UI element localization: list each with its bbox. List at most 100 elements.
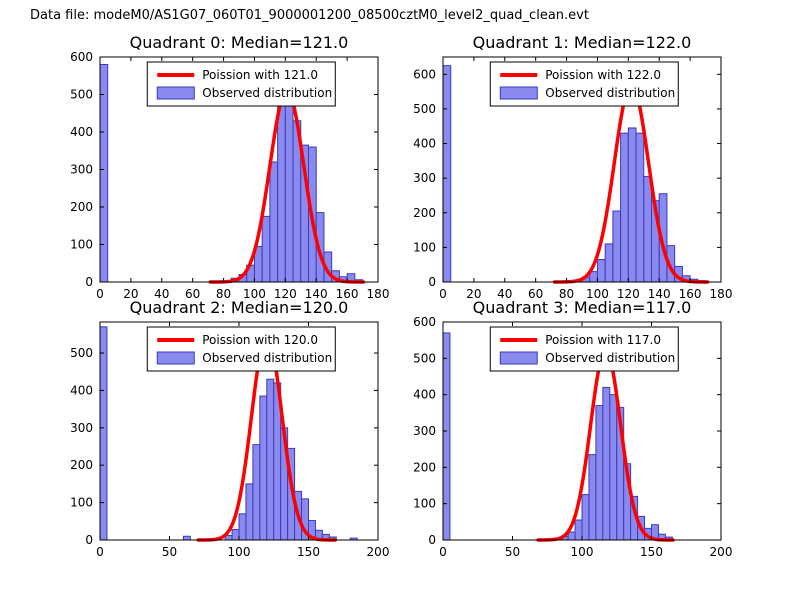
y-tick-label: 600 (413, 315, 436, 329)
subplot-title: Quadrant 3: Median=117.0 (473, 298, 692, 317)
x-tick-label: 160 (336, 287, 359, 301)
histogram-bar (261, 215, 271, 283)
y-tick-label: 0 (85, 275, 93, 289)
y-tick-label: 300 (413, 424, 436, 438)
x-tick-label: 100 (228, 545, 251, 559)
y-tick-label: 200 (413, 460, 436, 474)
y-tick-label: 100 (413, 497, 436, 511)
x-tick-label: 100 (571, 545, 594, 559)
legend-patch-handle (156, 86, 195, 100)
legend-label-curve: Poission with 120.0 (202, 333, 318, 347)
legend-label-curve: Poission with 117.0 (545, 333, 661, 347)
histogram-bar (266, 378, 275, 541)
quadrant-0-plot: 0 20 40 60 80 100 120 140 160 180 0 100 200 300 400 500… (70, 33, 389, 301)
histogram-bar (627, 127, 637, 283)
y-tick-label: 600 (70, 50, 93, 64)
histogram-bar (581, 494, 590, 541)
x-tick-label: 120 (617, 287, 640, 301)
legend-label-hist: Observed distribution (545, 86, 675, 100)
x-tick-label: 60 (528, 287, 543, 301)
x-tick-label: 80 (559, 287, 574, 301)
histogram-bar (442, 65, 452, 283)
histogram-bar (269, 161, 279, 283)
x-tick-label: 100 (243, 287, 266, 301)
y-tick-label: 500 (70, 346, 93, 360)
x-tick-label: 0 (439, 287, 447, 301)
histogram-bar (596, 259, 606, 283)
legend: Poission with 117.0 Observed distribution (489, 326, 679, 372)
legend-label-hist: Observed distribution (202, 86, 332, 100)
x-tick-label: 150 (640, 545, 663, 559)
quadrant-2-plot: 0 50 100 150 200 0 100 200 300 400 500 Quadrant 2: … (70, 298, 389, 559)
legend: Poission with 122.0 Observed distribution (489, 61, 679, 107)
x-tick-label: 0 (96, 545, 104, 559)
legend: Poission with 120.0 Observed distribution (146, 326, 336, 372)
histogram-bar (602, 386, 611, 541)
y-tick-label: 500 (413, 351, 436, 365)
histogram-bar (609, 394, 618, 541)
histogram-bar (99, 326, 108, 541)
x-tick-label: 60 (185, 287, 200, 301)
subplot-title: Quadrant 2: Median=120.0 (130, 298, 349, 317)
x-tick-label: 100 (586, 287, 609, 301)
y-tick-label: 400 (70, 383, 93, 397)
y-tick-label: 500 (70, 88, 93, 102)
histogram-bar (442, 332, 451, 541)
histogram-bar (635, 132, 645, 283)
histogram-bar (612, 210, 622, 283)
y-tick-label: 0 (428, 275, 436, 289)
histogram-bar (588, 454, 597, 541)
legend: Poission with 121.0 Observed distribution (146, 61, 336, 107)
x-tick-label: 80 (216, 287, 231, 301)
legend-patch-handle (499, 351, 538, 365)
histogram-bar (595, 405, 604, 541)
subplot-title: Quadrant 0: Median=121.0 (130, 33, 349, 52)
figure-title: Data file: modeM0/AS1G07_060T01_90000012… (30, 8, 589, 23)
histogram-bar (567, 531, 576, 541)
y-tick-label: 200 (70, 458, 93, 472)
legend-label-hist: Observed distribution (202, 351, 332, 365)
histogram-bar (252, 444, 261, 541)
x-tick-label: 160 (679, 287, 702, 301)
y-tick-label: 300 (70, 163, 93, 177)
y-tick-label: 600 (413, 67, 436, 81)
subplot-title: Quadrant 1: Median=122.0 (473, 33, 692, 52)
x-tick-label: 40 (497, 287, 512, 301)
histogram-bar (604, 243, 614, 283)
histogram-bar (574, 519, 583, 541)
histogram-bar (284, 97, 294, 283)
x-tick-label: 0 (96, 287, 104, 301)
x-tick-label: 120 (274, 287, 297, 301)
x-tick-label: 50 (505, 545, 520, 559)
x-tick-label: 150 (297, 545, 320, 559)
axes-frame (442, 56, 722, 283)
histogram-bar (238, 513, 247, 541)
y-tick-label: 100 (70, 238, 93, 252)
histogram-bar (643, 175, 652, 283)
x-tick-label: 20 (466, 287, 481, 301)
y-tick-label: 100 (413, 240, 436, 254)
histogram-bar (620, 132, 629, 283)
histogram-bar (231, 529, 240, 541)
quadrant-1-plot: 0 20 40 60 80 100 120 140 160 180 0 100 200 300 400 500… (413, 33, 732, 301)
legend-patch-handle (156, 351, 195, 365)
x-tick-label: 140 (305, 287, 328, 301)
x-tick-label: 40 (154, 287, 169, 301)
y-tick-label: 400 (70, 125, 93, 139)
x-tick-label: 50 (162, 545, 177, 559)
y-tick-label: 400 (413, 388, 436, 402)
y-tick-label: 200 (413, 206, 436, 220)
x-tick-label: 20 (123, 287, 138, 301)
histogram-bar (245, 483, 254, 541)
x-tick-label: 200 (367, 545, 390, 559)
x-tick-label: 180 (710, 287, 733, 301)
y-tick-label: 0 (85, 533, 93, 547)
x-tick-label: 180 (367, 287, 390, 301)
legend-patch-handle (499, 86, 538, 100)
legend-label-curve: Poission with 121.0 (202, 68, 318, 82)
histogram-bars (99, 326, 358, 541)
x-tick-label: 140 (648, 287, 671, 301)
legend-label-curve: Poission with 122.0 (545, 68, 661, 82)
